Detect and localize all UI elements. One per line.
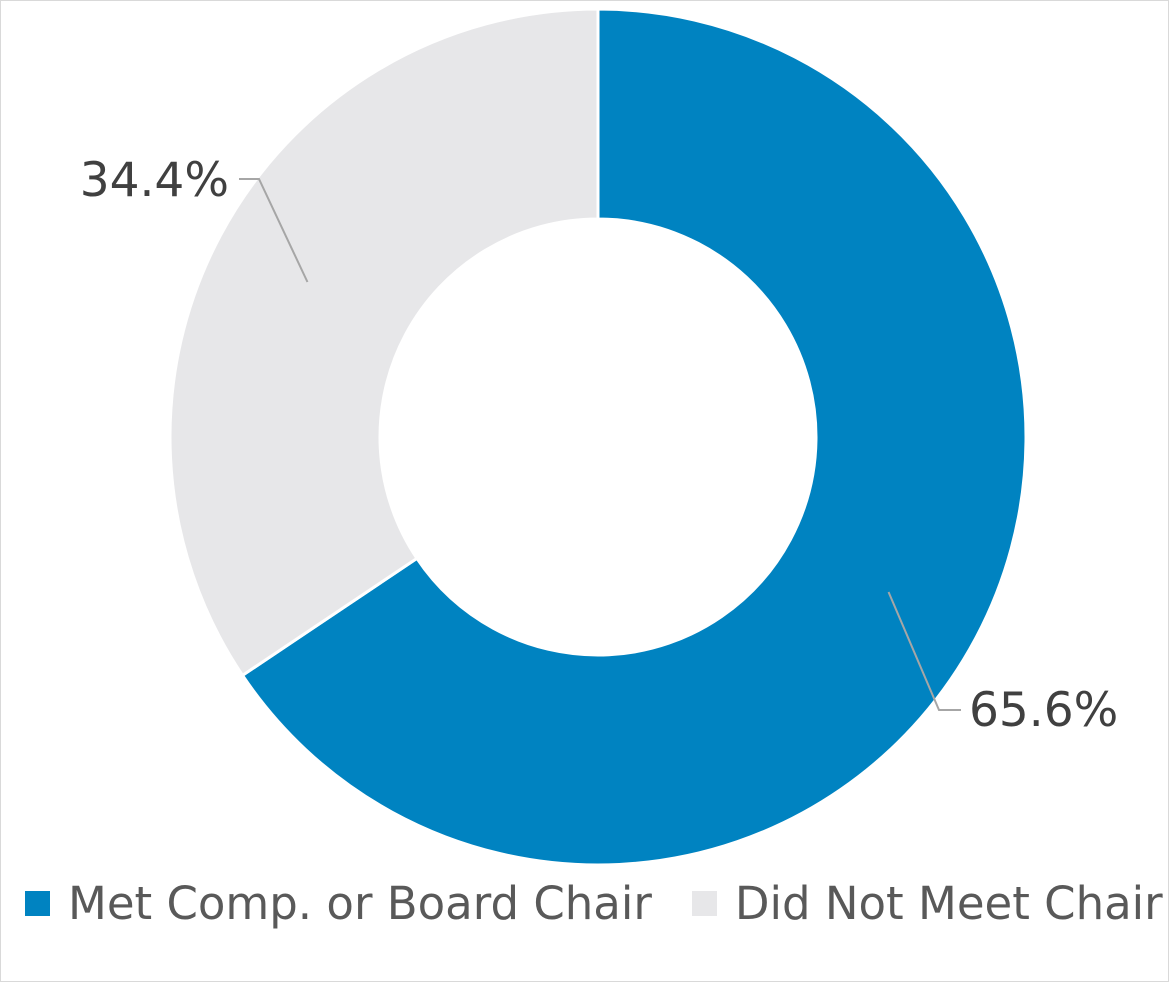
legend-label-did-not-meet-chair: Did Not Meet Chair bbox=[734, 876, 1163, 930]
legend-item-did-not-meet-chair: Did Not Meet Chair bbox=[691, 876, 1163, 930]
legend-swatch-met-chair bbox=[25, 890, 50, 916]
leader-lines-layer bbox=[239, 178, 961, 711]
slices-layer bbox=[168, 7, 1028, 867]
donut-slice-met-chair bbox=[240, 7, 1028, 867]
data-label-did-not-meet-chair: 34.4% bbox=[80, 153, 229, 208]
data-labels-layer: 65.6% 34.4% bbox=[80, 153, 1119, 738]
donut-slice-did-not-meet-chair bbox=[168, 7, 600, 678]
legend: Met Comp. or Board Chair Did Not Meet Ch… bbox=[25, 873, 1169, 933]
leader-line-did-not-meet-chair bbox=[239, 178, 309, 283]
legend-label-met-chair: Met Comp. or Board Chair bbox=[68, 876, 652, 930]
data-label-met-chair: 65.6% bbox=[969, 683, 1118, 738]
leader-line-met-chair bbox=[887, 591, 961, 711]
legend-item-met-chair: Met Comp. or Board Chair bbox=[25, 881, 652, 926]
legend-swatch-did-not-meet-chair bbox=[691, 890, 717, 916]
